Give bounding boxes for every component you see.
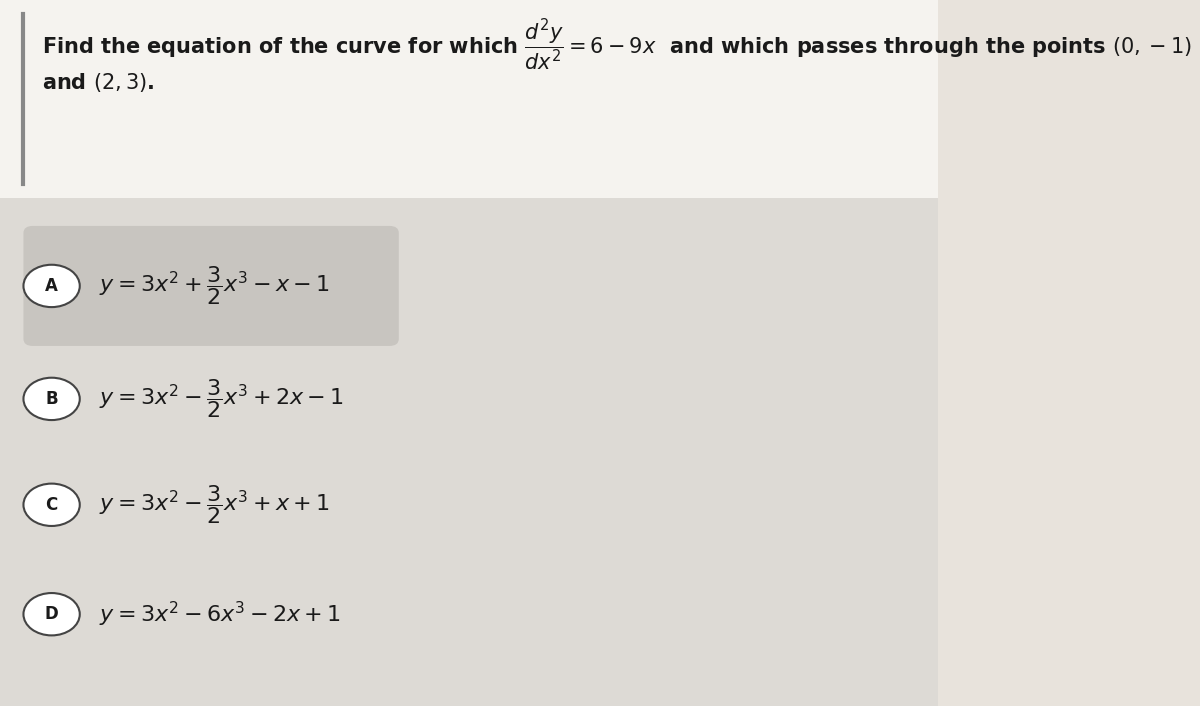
Circle shape — [24, 593, 79, 635]
Text: C: C — [46, 496, 58, 514]
Text: B: B — [46, 390, 58, 408]
Text: $y=3x^2-\dfrac{3}{2}x^3+2x-1$: $y=3x^2-\dfrac{3}{2}x^3+2x-1$ — [98, 378, 343, 420]
Circle shape — [24, 378, 79, 420]
Bar — [0, 198, 938, 706]
Text: Find the equation of the curve for which $\dfrac{d^2y}{dx^2} = 6 - 9x$  and whic: Find the equation of the curve for which… — [42, 18, 1192, 73]
FancyBboxPatch shape — [24, 226, 398, 346]
Text: D: D — [44, 605, 59, 623]
Text: $y=3x^2+\dfrac{3}{2}x^3-x-1$: $y=3x^2+\dfrac{3}{2}x^3-x-1$ — [98, 265, 329, 307]
Circle shape — [24, 484, 79, 526]
Text: A: A — [46, 277, 58, 295]
Text: $y=3x^2-\dfrac{3}{2}x^3+x+1$: $y=3x^2-\dfrac{3}{2}x^3+x+1$ — [98, 484, 329, 526]
Circle shape — [24, 265, 79, 307]
Bar — [0, 0, 938, 198]
Text: $y=3x^2-6x^3-2x+1$: $y=3x^2-6x^3-2x+1$ — [98, 599, 341, 629]
Text: and $(2, 3)$.: and $(2, 3)$. — [42, 71, 155, 94]
